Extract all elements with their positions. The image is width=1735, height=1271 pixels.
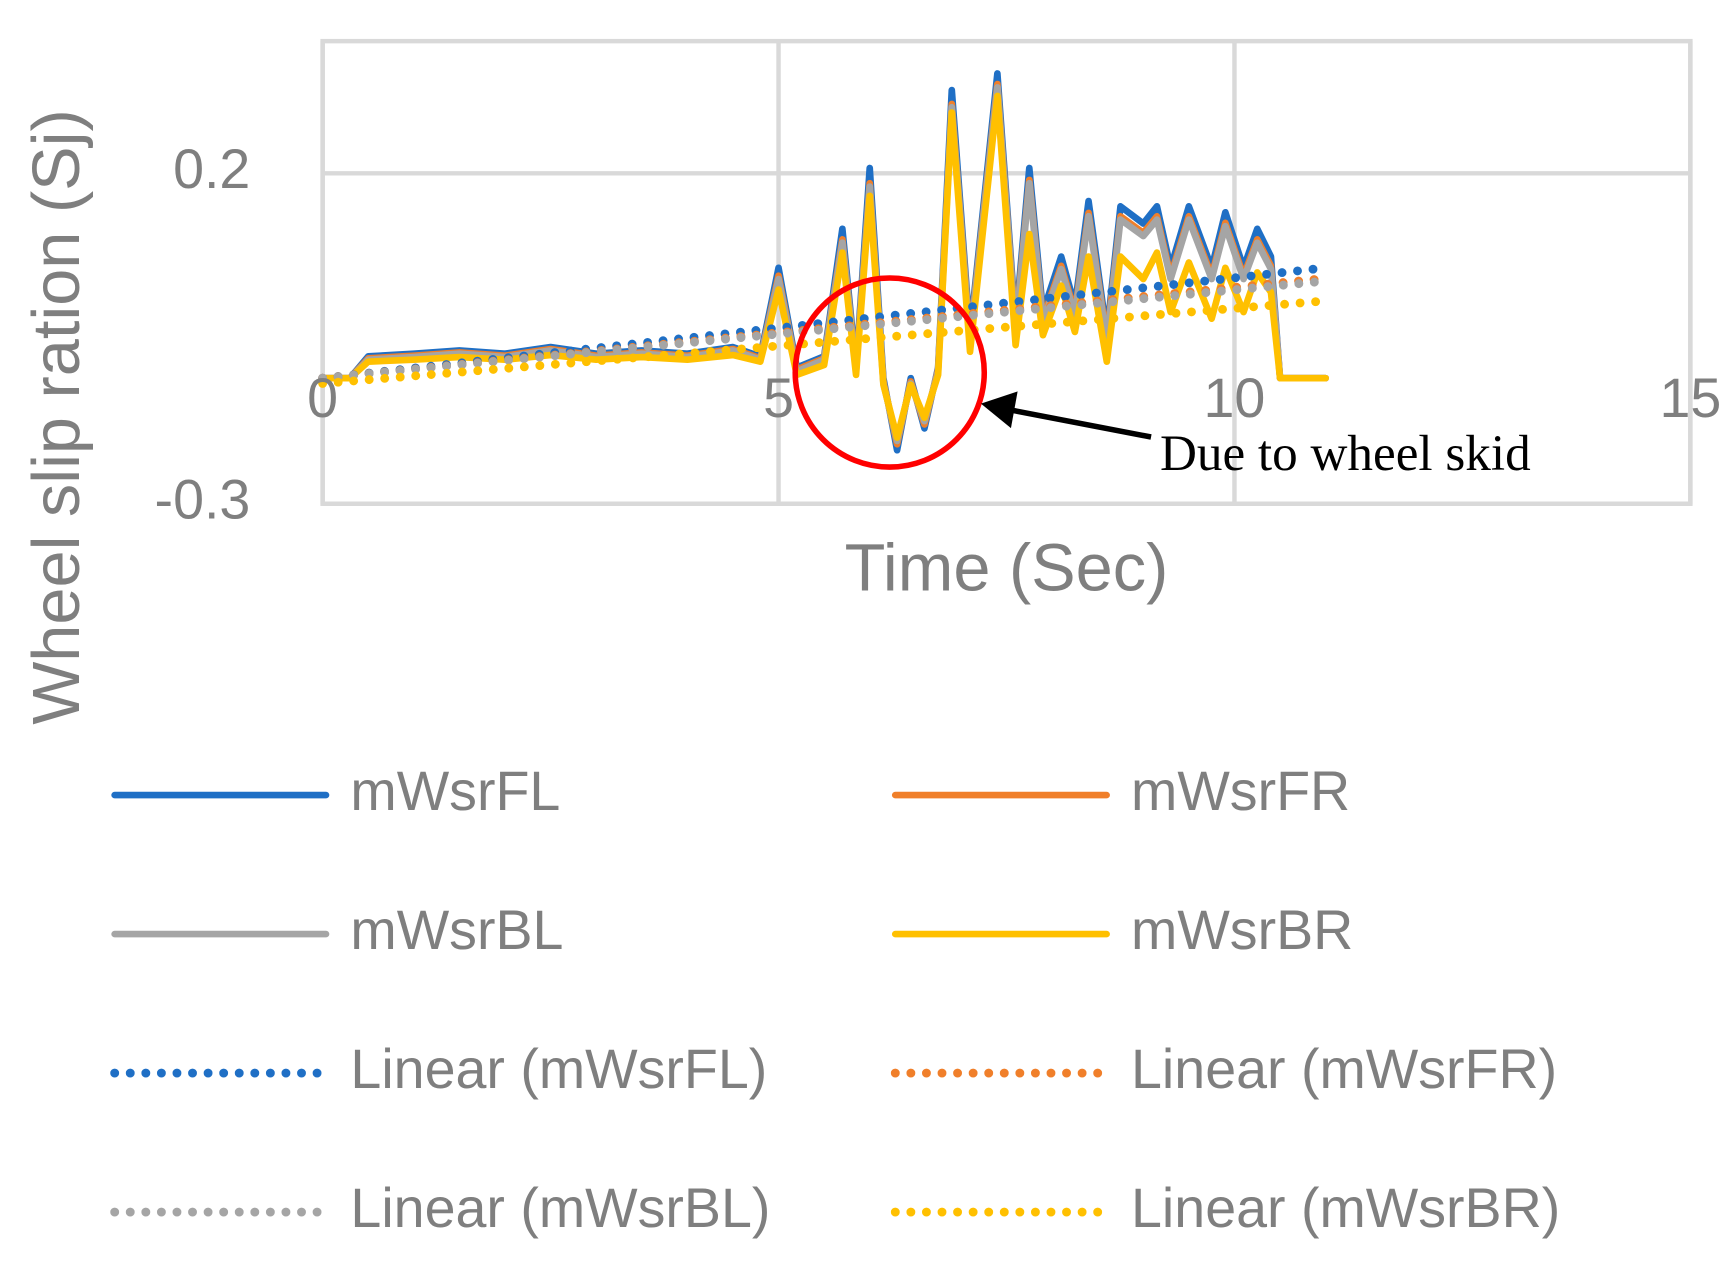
arrow-shaft [1005,406,1152,440]
trend-line [318,276,1331,383]
y-tick-label: -0.3 [155,468,251,530]
legend-label: mWsrBR [1131,899,1353,961]
x-tick-label: 15 [1659,367,1721,429]
highlight-circle [792,275,988,470]
legend-label: Linear (mWsrBL) [350,1177,770,1239]
y-axis-title: Wheel slip ration (Sj) [20,109,94,724]
lines [318,70,1331,454]
series-line [319,92,1329,441]
legend-label: mWsrFR [1131,760,1350,822]
legend-label: mWsrBL [350,899,563,961]
series-line [319,84,1329,445]
trend-line [318,296,1331,388]
legend-label: Linear (mWsrFL) [350,1038,767,1100]
legend: mWsrFL mWsrFR mWsrBL mWsrBR Linear (mWsrFL) L… [110,760,1560,1239]
x-axis-title: Time (Sec) [845,531,1169,605]
x-tick-label: 10 [1204,367,1266,429]
arrow-head [980,391,1018,429]
y-tick-label: 0.2 [173,138,250,200]
legend-label: Linear (mWsrFR) [1131,1038,1557,1100]
x-tick-label: 0 [307,367,338,429]
x-tick-label: 5 [763,367,794,429]
legend-label: mWsrFL [350,760,560,822]
legend-label: Linear (mWsrBR) [1131,1177,1560,1239]
annotation: Due to wheel skid [1160,425,1531,482]
